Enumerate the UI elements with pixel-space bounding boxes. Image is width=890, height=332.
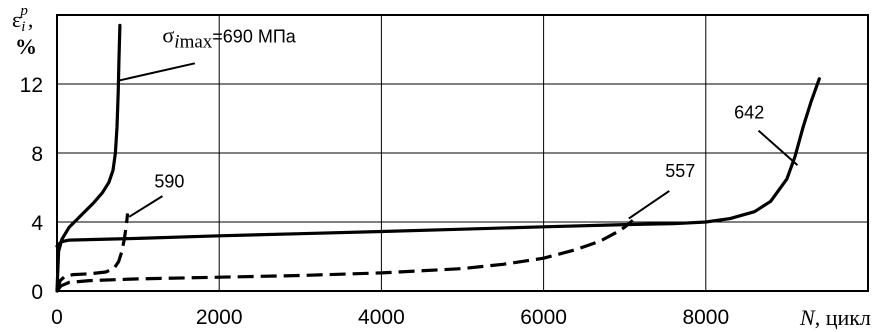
y-axis-unit: % [15, 34, 37, 59]
series-label-642: 642 [734, 103, 764, 123]
leader-557 [629, 191, 670, 219]
leader-690 [119, 63, 195, 80]
y-tick-label: 4 [31, 212, 43, 235]
y-axis-comma: , [28, 7, 34, 32]
grid [57, 15, 868, 291]
y-tick-label: 8 [31, 143, 43, 166]
leader-642 [759, 131, 798, 166]
series-label-590: 590 [154, 172, 184, 192]
y-tick-label: 12 [20, 74, 43, 97]
x-tick-label: 2000 [196, 306, 243, 329]
x-tick-label: 6000 [520, 306, 567, 329]
x-tick-label: 0 [51, 306, 63, 329]
series-690-line [57, 25, 120, 291]
curves [57, 25, 819, 291]
series-642-line [57, 79, 819, 246]
annotations: σimax=690 МПа 590 557 642 [119, 23, 798, 219]
series-label-557: 557 [665, 161, 695, 181]
x-tick-label: 4000 [358, 306, 405, 329]
leader-590 [129, 196, 162, 217]
y-tick-label: 0 [31, 281, 43, 304]
x-axis-label: N, цикл [799, 305, 871, 330]
y-axis-subscript: i [21, 19, 25, 35]
series-label-690: σimax=690 МПа [162, 23, 296, 53]
x-tick-label: 8000 [682, 306, 729, 329]
y-axis-label: εip, [12, 3, 33, 35]
